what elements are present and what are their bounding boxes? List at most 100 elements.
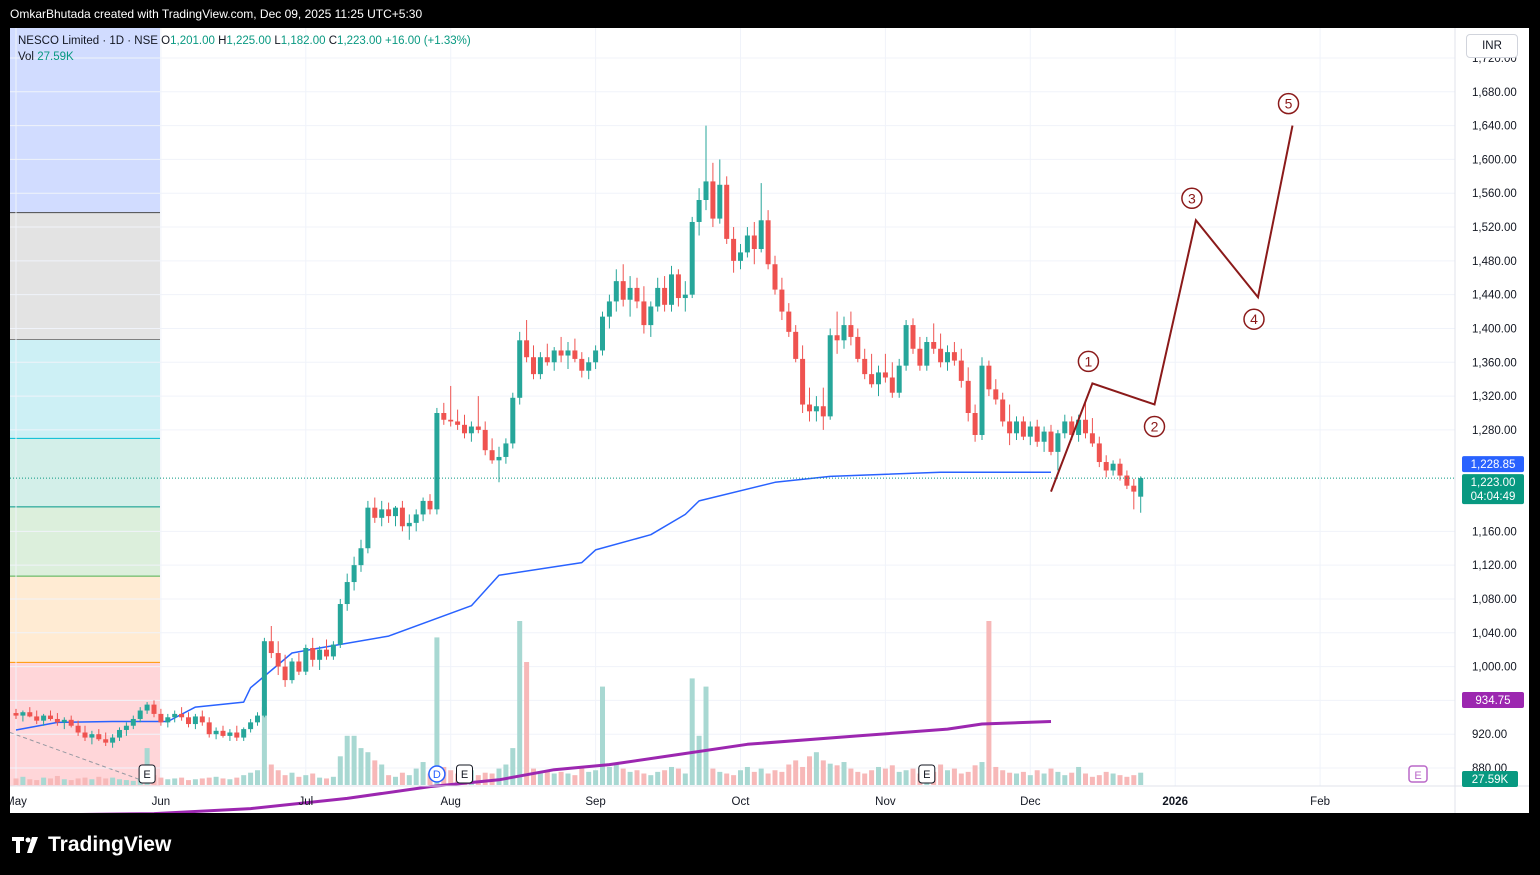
candle-body[interactable] — [565, 350, 571, 356]
candle-body[interactable] — [192, 716, 198, 725]
candle-body[interactable] — [386, 509, 392, 517]
candle-body[interactable] — [772, 264, 778, 290]
candle-body[interactable] — [365, 507, 371, 549]
candle-body[interactable] — [41, 715, 47, 721]
candle-body[interactable] — [848, 325, 854, 337]
candle-body[interactable] — [945, 352, 950, 363]
candle-body[interactable] — [807, 404, 812, 412]
earnings-marker[interactable] — [138, 764, 156, 784]
candle-body[interactable] — [68, 719, 74, 726]
candle-body[interactable] — [586, 362, 592, 371]
candle-body[interactable] — [358, 548, 364, 566]
candle-body[interactable] — [261, 641, 267, 716]
candle-body[interactable] — [786, 311, 792, 332]
candle-body[interactable] — [20, 712, 26, 716]
dividend-marker[interactable] — [428, 765, 446, 783]
candle-body[interactable] — [123, 725, 129, 730]
candle-body[interactable] — [1076, 419, 1082, 435]
wave-label-circle[interactable] — [1143, 415, 1166, 438]
candle-body[interactable] — [655, 287, 661, 307]
candle-body[interactable] — [696, 200, 702, 222]
candle-body[interactable] — [606, 301, 612, 317]
candle-body[interactable] — [441, 413, 447, 420]
candle-body[interactable] — [475, 426, 481, 430]
candle-body[interactable] — [234, 732, 240, 738]
vol-label[interactable]: Vol — [18, 51, 34, 63]
candle-body[interactable] — [351, 565, 357, 583]
candle-body[interactable] — [738, 252, 743, 261]
candle-body[interactable] — [296, 661, 302, 672]
candle-body[interactable] — [379, 509, 385, 518]
candle-body[interactable] — [151, 704, 157, 714]
candle-body[interactable] — [531, 357, 536, 375]
candle-body[interactable] — [179, 713, 185, 718]
candle-body[interactable] — [130, 718, 136, 726]
candle-body[interactable] — [779, 289, 785, 312]
wave-label-circle[interactable] — [1077, 350, 1100, 373]
candle-body[interactable] — [903, 325, 909, 366]
candle-body[interactable] — [1069, 421, 1075, 435]
chart-frame[interactable]: 1 2 3 4 5 E D E E E 1,720.00 1,680.00 1,640.00 1,600.… — [10, 28, 1529, 813]
candle-body[interactable] — [1083, 419, 1088, 434]
candle-body[interactable] — [220, 730, 226, 736]
candle-body[interactable] — [593, 350, 599, 363]
candle-body[interactable] — [1034, 426, 1040, 442]
candle-body[interactable] — [1110, 463, 1116, 471]
candle-body[interactable] — [510, 397, 516, 444]
candle-body[interactable] — [924, 342, 930, 366]
candle-body[interactable] — [620, 281, 626, 300]
candle-body[interactable] — [551, 350, 557, 363]
candle-body[interactable] — [75, 725, 81, 733]
candle-body[interactable] — [641, 301, 647, 326]
candle-body[interactable] — [489, 450, 495, 461]
candle-body[interactable] — [420, 500, 426, 515]
candle-body[interactable] — [1020, 421, 1026, 437]
candle-body[interactable] — [206, 722, 212, 735]
wave-label-circle[interactable] — [1277, 92, 1300, 115]
candle-body[interactable] — [503, 443, 509, 457]
candle-body[interactable] — [579, 358, 585, 371]
candle-body[interactable] — [744, 235, 750, 253]
candle-body[interactable] — [689, 221, 695, 295]
candle-body[interactable] — [993, 389, 999, 400]
candle-body[interactable] — [427, 500, 433, 510]
candle-body[interactable] — [1041, 431, 1047, 442]
candle-body[interactable] — [186, 717, 191, 725]
candle-body[interactable] — [199, 716, 205, 723]
candle-body[interactable] — [406, 522, 412, 527]
candle-body[interactable] — [289, 661, 295, 681]
candle-body[interactable] — [241, 729, 247, 738]
candle-body[interactable] — [979, 365, 985, 435]
candle-body[interactable] — [910, 325, 916, 349]
candle-body[interactable] — [330, 644, 336, 657]
earnings-marker[interactable] — [456, 764, 473, 784]
candle-body[interactable] — [1027, 426, 1033, 437]
candle-body[interactable] — [34, 716, 40, 721]
candle-body[interactable] — [855, 336, 861, 359]
candle-body[interactable] — [558, 350, 564, 356]
candle-body[interactable] — [372, 507, 378, 518]
candle-body[interactable] — [137, 710, 143, 719]
wave-label-circle[interactable] — [1243, 308, 1265, 330]
candle-body[interactable] — [648, 306, 654, 326]
candle-body[interactable] — [275, 653, 281, 667]
candle-body[interactable] — [1096, 443, 1102, 463]
candle-body[interactable] — [710, 181, 716, 219]
candle-body[interactable] — [172, 713, 178, 718]
candle-body[interactable] — [751, 235, 757, 250]
candle-body[interactable] — [89, 734, 95, 738]
candle-body[interactable] — [455, 421, 461, 425]
candle-body[interactable] — [972, 413, 978, 435]
candle-body[interactable] — [613, 281, 619, 302]
candle-body[interactable] — [958, 360, 964, 381]
candle-body[interactable] — [303, 647, 309, 672]
candle-body[interactable] — [524, 340, 530, 358]
candle-body[interactable] — [682, 294, 688, 299]
candle-body[interactable] — [213, 730, 219, 735]
candle-body[interactable] — [758, 220, 764, 250]
candle-body[interactable] — [862, 358, 868, 375]
elliott-wave-path[interactable] — [1050, 125, 1294, 492]
candle-body[interactable] — [1131, 485, 1137, 492]
candle-body[interactable] — [834, 335, 840, 341]
